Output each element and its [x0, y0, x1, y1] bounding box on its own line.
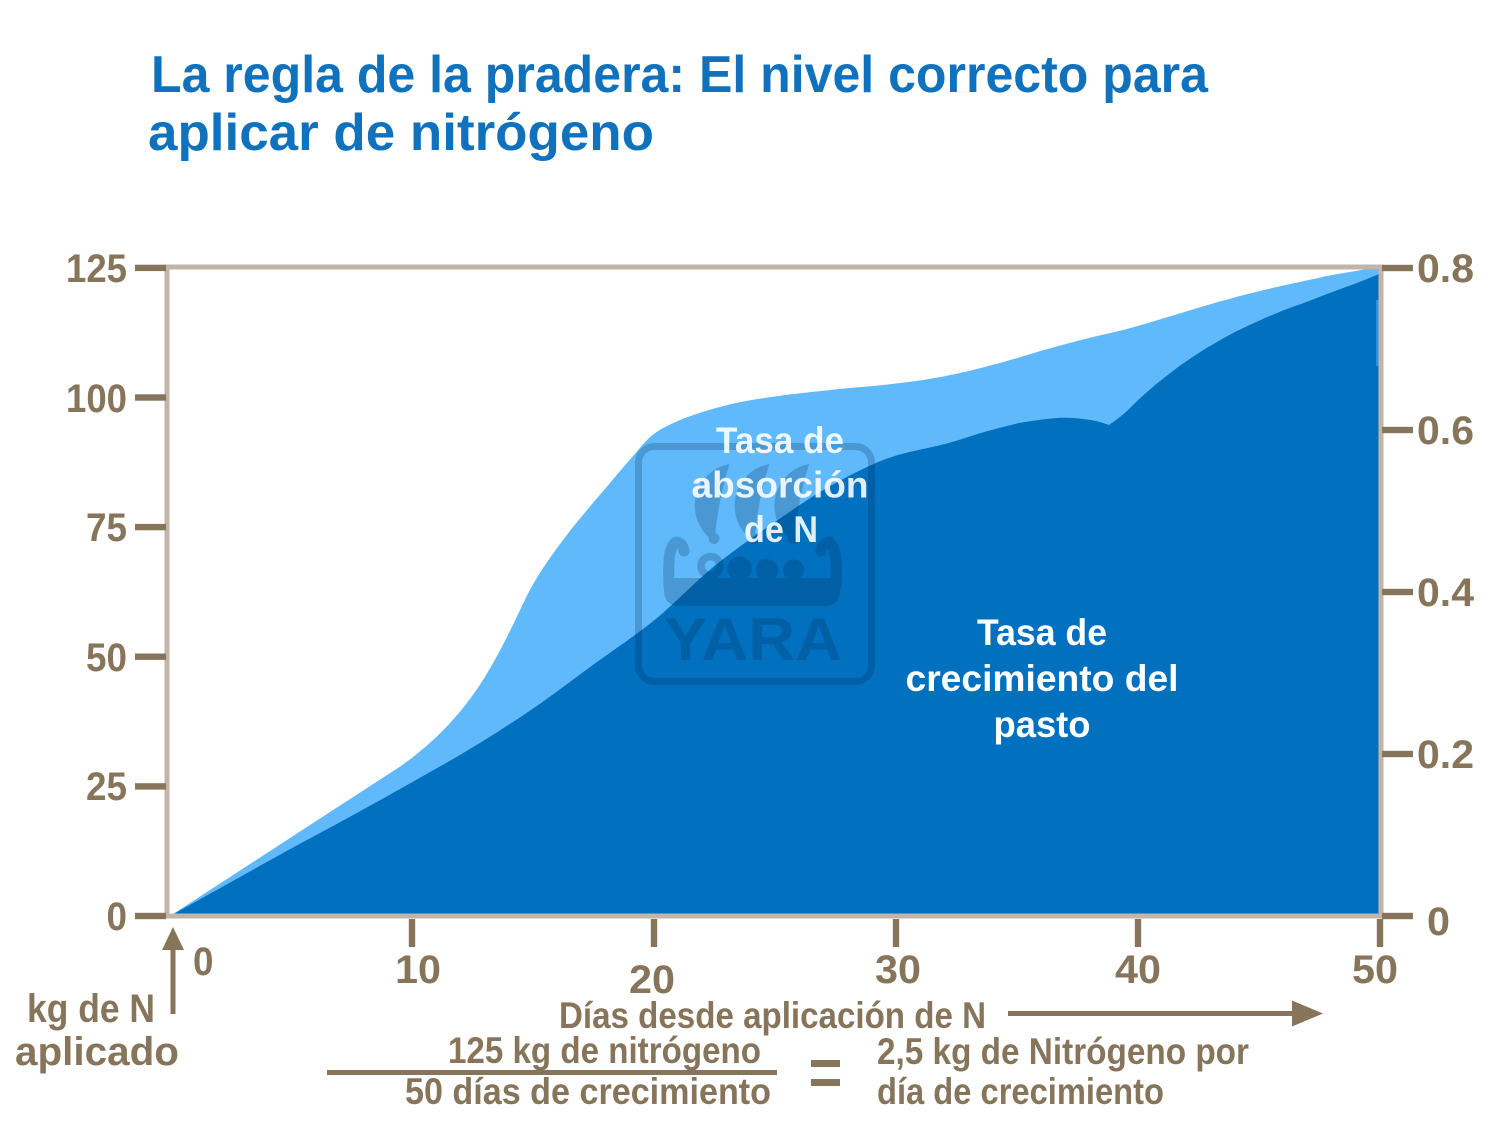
- svg-text:0.4: 0.4: [1417, 571, 1475, 615]
- svg-text:YARA: YARA: [664, 606, 842, 673]
- svg-text:Tasa de: Tasa de: [716, 419, 844, 461]
- svg-text:20: 20: [629, 958, 675, 1002]
- svg-text:crecimiento del: crecimiento del: [906, 657, 1179, 699]
- svg-text:50: 50: [86, 636, 127, 680]
- svg-text:La regla de la pradera: El niv: La regla de la pradera: El nivel correct…: [151, 46, 1209, 104]
- svg-text:125: 125: [66, 247, 127, 291]
- svg-text:50 días de crecimiento: 50 días de crecimiento: [405, 1071, 771, 1112]
- svg-text:aplicar de nitrógeno: aplicar de nitrógeno: [148, 104, 654, 162]
- svg-text:0.2: 0.2: [1417, 733, 1474, 777]
- svg-text:10: 10: [395, 948, 441, 992]
- svg-text:pasto: pasto: [994, 703, 1091, 745]
- svg-text:0: 0: [193, 940, 214, 984]
- svg-text:0.8: 0.8: [1417, 247, 1474, 291]
- svg-text:Días desde aplicación de N: Días desde aplicación de N: [559, 995, 986, 1036]
- svg-text:0.6: 0.6: [1417, 409, 1474, 453]
- svg-text:2,5 kg de Nitrógeno por: 2,5 kg de Nitrógeno por: [877, 1031, 1249, 1072]
- svg-text:25: 25: [86, 765, 127, 809]
- svg-text:kg de N: kg de N: [27, 987, 155, 1031]
- svg-text:aplicado: aplicado: [15, 1030, 179, 1074]
- svg-text:absorción: absorción: [692, 464, 869, 506]
- svg-text:Tasa de: Tasa de: [977, 611, 1107, 653]
- svg-text:0: 0: [1427, 900, 1450, 944]
- svg-text:100: 100: [66, 377, 127, 421]
- svg-text:30: 30: [875, 948, 921, 992]
- svg-text:75: 75: [86, 506, 127, 550]
- svg-text:125 kg de nitrógeno: 125 kg de nitrógeno: [448, 1030, 761, 1071]
- svg-text:40: 40: [1115, 948, 1161, 992]
- svg-text:de N: de N: [744, 508, 818, 550]
- svg-text:0: 0: [107, 895, 128, 939]
- svg-text:día de crecimiento: día de crecimiento: [877, 1071, 1164, 1112]
- svg-text:50: 50: [1352, 948, 1398, 992]
